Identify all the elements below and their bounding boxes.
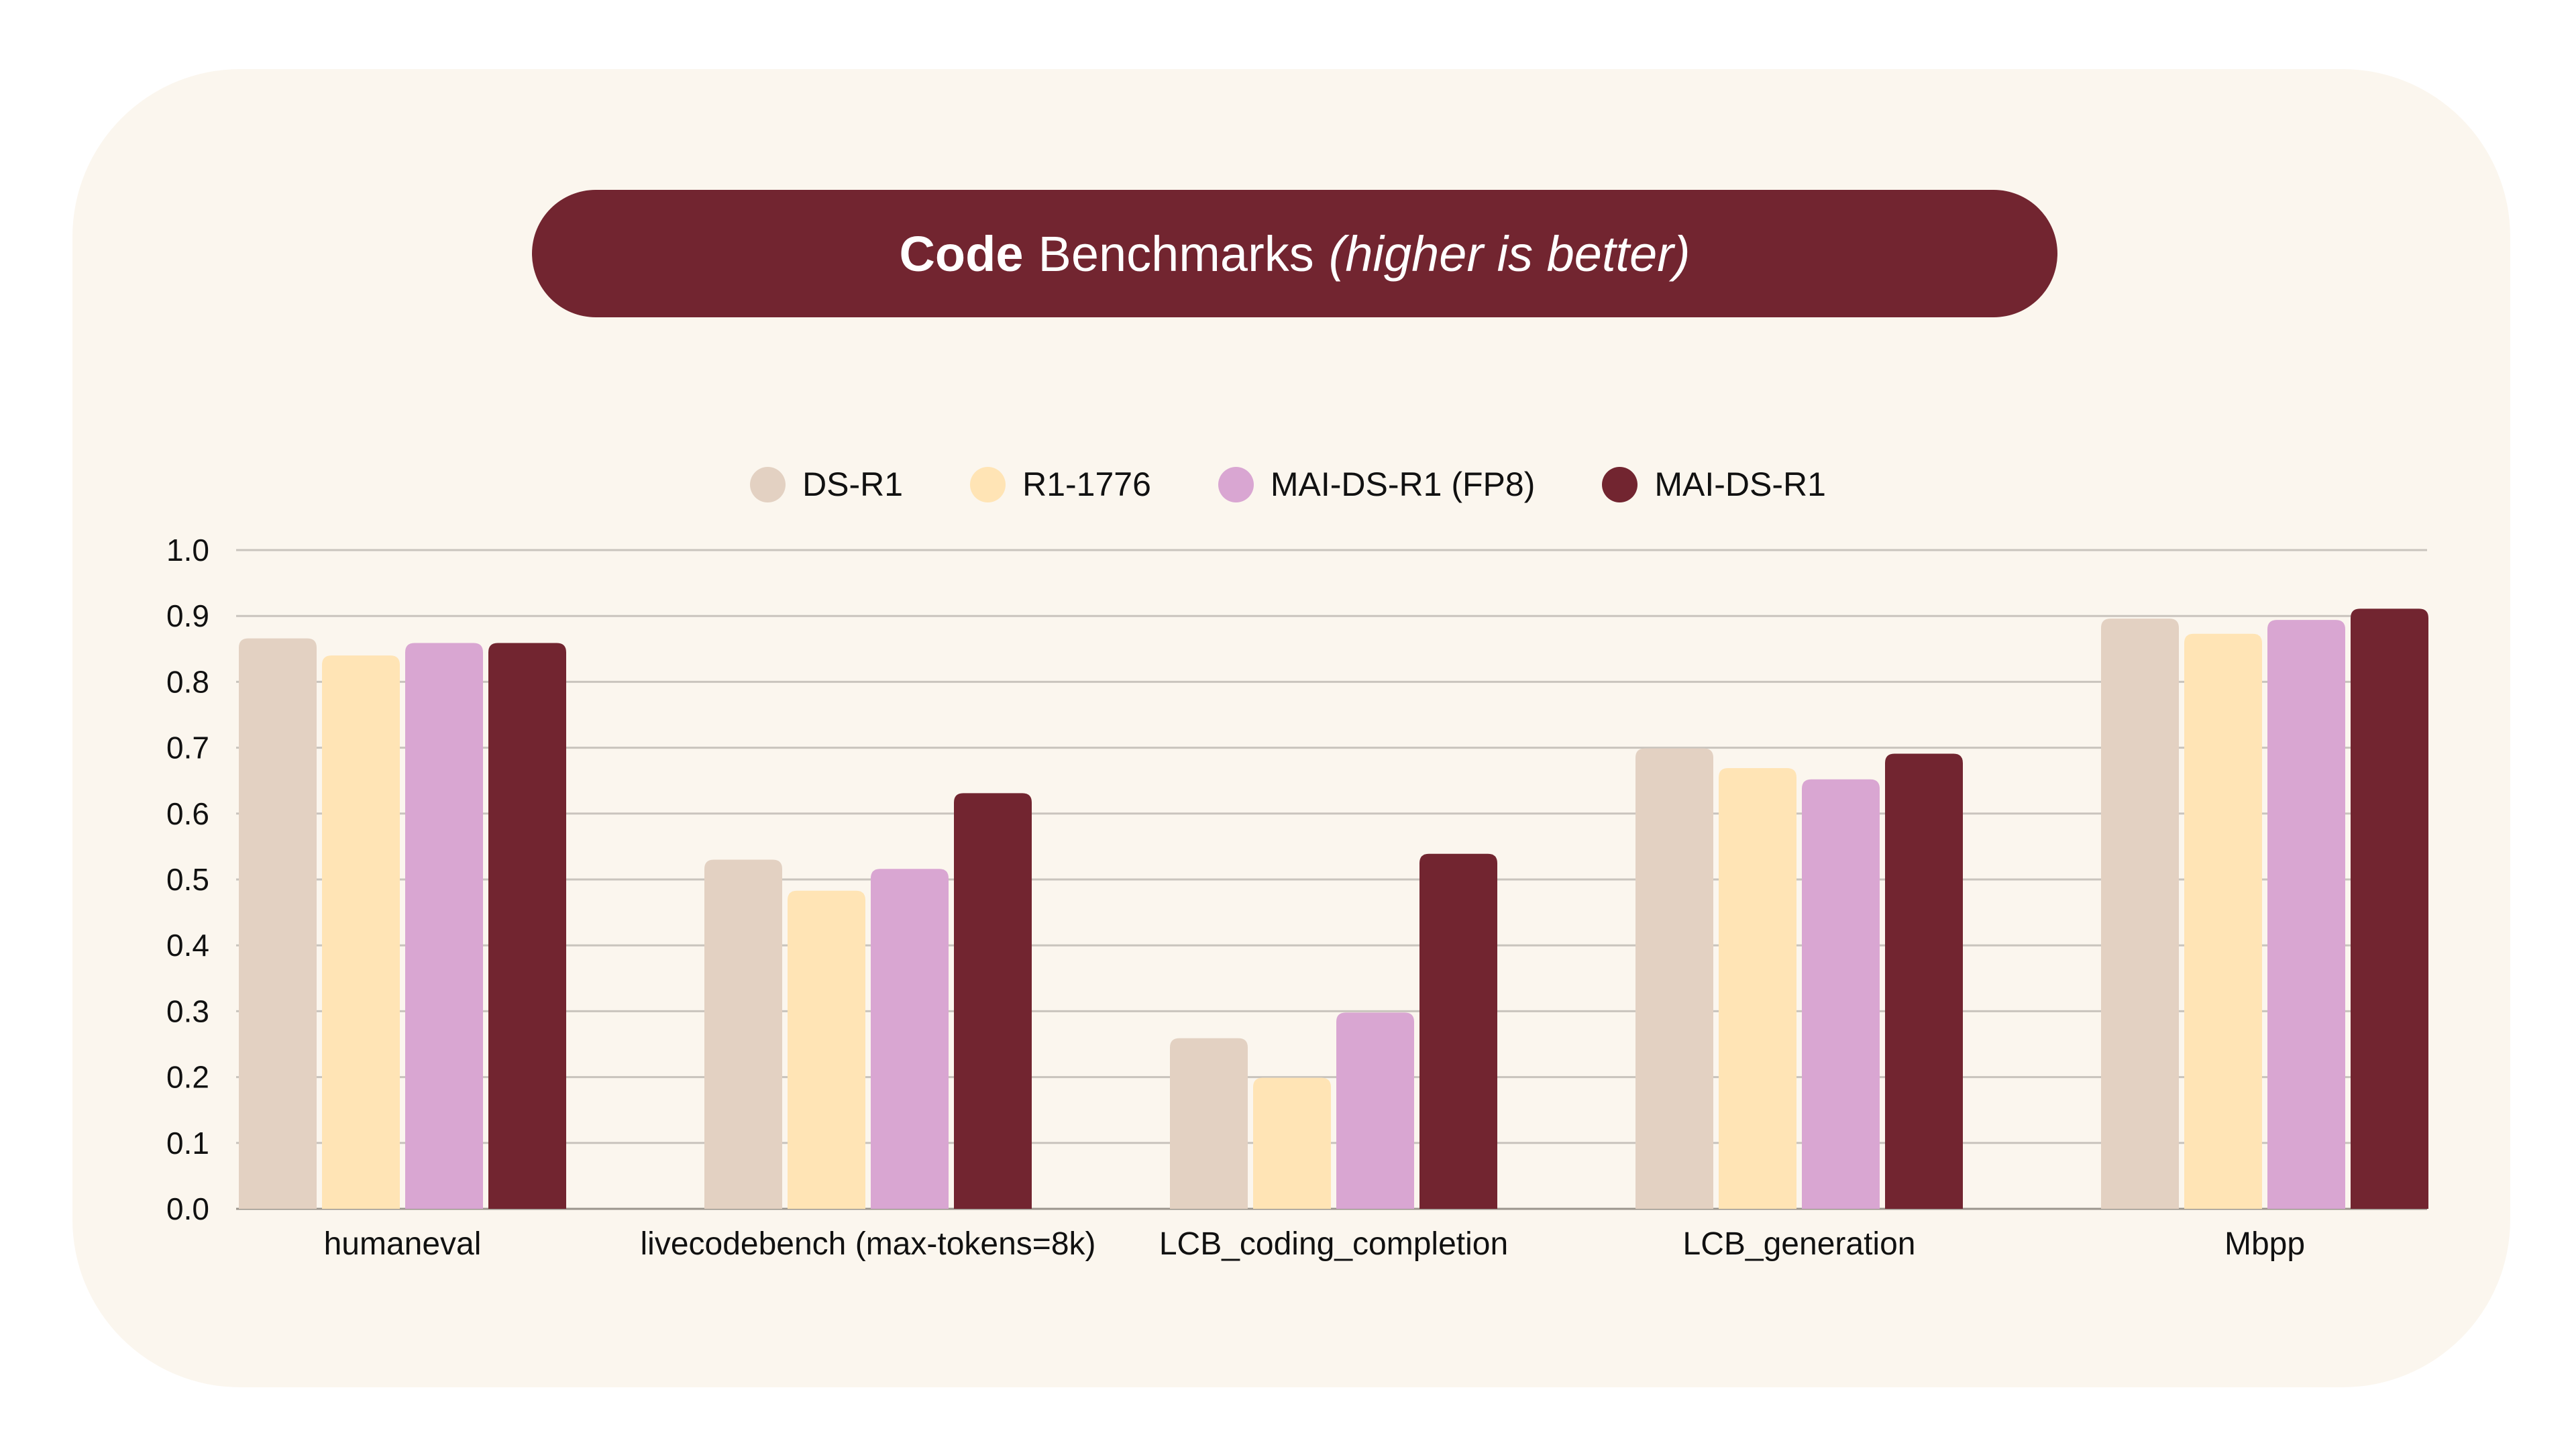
legend: DS-R1 R1-1776 MAI-DS-R1 (FP8) MAI-DS-R1 xyxy=(0,463,2576,506)
bar-mai-ds-r1-2 xyxy=(1419,853,1497,1209)
x-category-label: LCB_generation xyxy=(1683,1226,1916,1262)
bar-mai-ds-r1-fp8-3 xyxy=(1802,779,1880,1209)
legend-label: MAI-DS-R1 xyxy=(1654,466,1826,503)
legend-swatch xyxy=(750,466,786,502)
bar-r1-1776-4 xyxy=(2184,633,2262,1209)
y-tick-label: 1.0 xyxy=(166,533,209,568)
bar-mai-ds-r1-fp8-0 xyxy=(405,643,483,1209)
x-category-label: LCB_coding_completion xyxy=(1159,1226,1508,1262)
y-tick-label: 0.0 xyxy=(166,1191,209,1226)
legend-label: DS-R1 xyxy=(802,466,904,503)
bar-mai-ds-r1-1 xyxy=(954,793,1032,1209)
chart-title: Code Benchmarks (higher is better) xyxy=(532,190,2057,317)
y-tick-label: 0.9 xyxy=(166,598,209,633)
legend-swatch xyxy=(1602,466,1638,502)
legend-item-r1-1776: R1-1776 xyxy=(970,465,1151,504)
bar-ds-r1-4 xyxy=(2101,619,2179,1209)
y-tick-label: 0.8 xyxy=(166,664,209,699)
bar-ds-r1-0 xyxy=(239,638,317,1209)
bar-mai-ds-r1-4 xyxy=(2351,608,2428,1209)
bar-ds-r1-2 xyxy=(1170,1038,1248,1209)
bar-mai-ds-r1-fp8-4 xyxy=(2267,620,2345,1209)
bar-r1-1776-2 xyxy=(1253,1077,1331,1209)
bar-mai-ds-r1-0 xyxy=(488,643,566,1209)
bar-ds-r1-3 xyxy=(1635,748,1713,1209)
y-tick-label: 0.6 xyxy=(166,796,209,831)
legend-swatch xyxy=(1218,466,1254,502)
x-category-label: Mbpp xyxy=(2224,1226,2305,1262)
legend-label: MAI-DS-R1 (FP8) xyxy=(1270,466,1536,503)
title-main: Benchmarks xyxy=(1038,225,1314,282)
x-category-label: livecodebench (max-tokens=8k) xyxy=(640,1226,1095,1262)
bar-mai-ds-r1-fp8-1 xyxy=(871,869,949,1209)
y-tick-label: 0.4 xyxy=(166,928,209,963)
y-tick-label: 0.1 xyxy=(166,1126,209,1161)
bar-r1-1776-1 xyxy=(788,890,865,1209)
y-tick-label: 0.3 xyxy=(166,994,209,1028)
bar-mai-ds-r1-fp8-2 xyxy=(1336,1012,1414,1209)
legend-item-mai-ds-r1-fp8: MAI-DS-R1 (FP8) xyxy=(1218,465,1535,504)
legend-swatch xyxy=(970,466,1006,502)
legend-item-mai-ds-r1: MAI-DS-R1 xyxy=(1602,465,1826,504)
bar-r1-1776-0 xyxy=(322,655,400,1209)
bar-r1-1776-3 xyxy=(1719,768,1796,1209)
y-tick-label: 0.7 xyxy=(166,731,209,765)
legend-item-ds-r1: DS-R1 xyxy=(750,465,903,504)
legend-label: R1-1776 xyxy=(1022,466,1151,503)
title-italic: (higher is better) xyxy=(1328,225,1690,282)
x-category-label: humaneval xyxy=(324,1226,482,1262)
bar-ds-r1-1 xyxy=(704,859,782,1209)
y-tick-label: 0.5 xyxy=(166,862,209,897)
title-bold: Code xyxy=(899,225,1024,282)
bar-mai-ds-r1-3 xyxy=(1885,753,1963,1209)
y-tick-label: 0.2 xyxy=(166,1060,209,1095)
